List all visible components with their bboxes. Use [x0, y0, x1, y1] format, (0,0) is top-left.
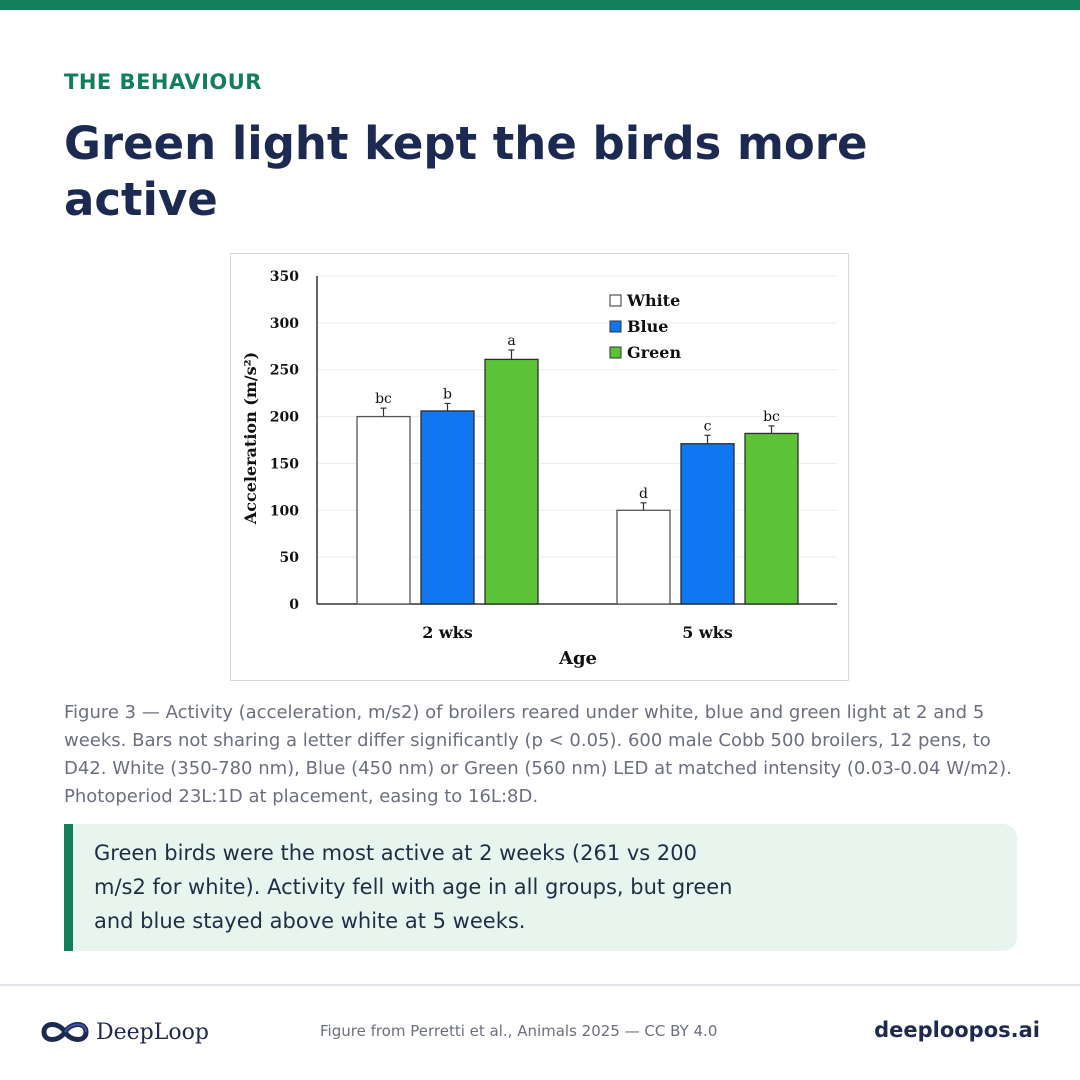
- significance-letter: bc: [375, 391, 392, 407]
- legend-swatch-blue: [609, 320, 622, 333]
- x-tick-label: 5 wks: [682, 623, 733, 642]
- y-tick-label: 150: [270, 456, 299, 472]
- significance-letter: c: [704, 418, 712, 434]
- deeploop-logo[interactable]: DeepLoop: [40, 1014, 209, 1050]
- bar-blue-5-wks: [680, 443, 735, 605]
- legend-swatch-white: [609, 294, 622, 307]
- y-axis-label: Acceleration (m/s²): [241, 352, 260, 525]
- figure-source-credit: Figure from Perretti et al., Animals 202…: [320, 1022, 718, 1040]
- significance-letter: bc: [763, 409, 780, 425]
- y-tick-label: 350: [270, 269, 299, 285]
- legend-label-white: White: [626, 291, 680, 310]
- bar-white-5-wks: [616, 509, 671, 605]
- x-axis-label: Age: [558, 648, 597, 669]
- significance-letter: b: [443, 386, 452, 402]
- bar-blue-2-wks: [420, 410, 475, 605]
- page-title: Green light kept the birds more active: [64, 117, 868, 226]
- significance-letter: a: [507, 333, 515, 349]
- bar-white-2-wks: [356, 415, 411, 605]
- legend-swatch-green: [609, 346, 622, 359]
- bar-green-2-wks: [484, 358, 539, 605]
- website-link[interactable]: deeploopos.ai: [874, 1018, 1040, 1042]
- section-eyebrow: THE BEHAVIOUR: [64, 70, 262, 94]
- y-tick-label: 100: [270, 503, 299, 519]
- significance-letter: d: [639, 486, 648, 502]
- key-finding-callout: Green birds were the most active at 2 we…: [64, 824, 1017, 951]
- logo-wordmark: DeepLoop: [96, 1019, 209, 1045]
- bar-chart: 0 50 100 150 200 250 300 350 2 wks 5 wks bc b a d c bc…: [241, 269, 837, 669]
- top-accent-bar: [0, 0, 1080, 10]
- figure-frame: 0 50 100 150 200 250 300 350 2 wks 5 wks bc b a d c bc…: [230, 253, 849, 681]
- y-tick-label: 50: [280, 550, 300, 566]
- legend-label-green: Green: [627, 343, 681, 362]
- y-tick-label: 200: [270, 410, 299, 426]
- x-tick-label: 2 wks: [422, 623, 473, 642]
- y-tick-label: 250: [270, 363, 299, 379]
- figure-caption: Figure 3 — Activity (acceleration, m/s2)…: [64, 702, 1012, 807]
- bar-green-5-wks: [744, 432, 799, 605]
- y-tick-label: 0: [289, 597, 299, 613]
- legend-label-blue: Blue: [627, 317, 668, 336]
- y-tick-label: 300: [270, 316, 299, 332]
- callout-text: Green birds were the most active at 2 we…: [94, 841, 733, 933]
- infinity-loop-icon: [41, 1022, 89, 1042]
- footer-divider: [0, 984, 1080, 986]
